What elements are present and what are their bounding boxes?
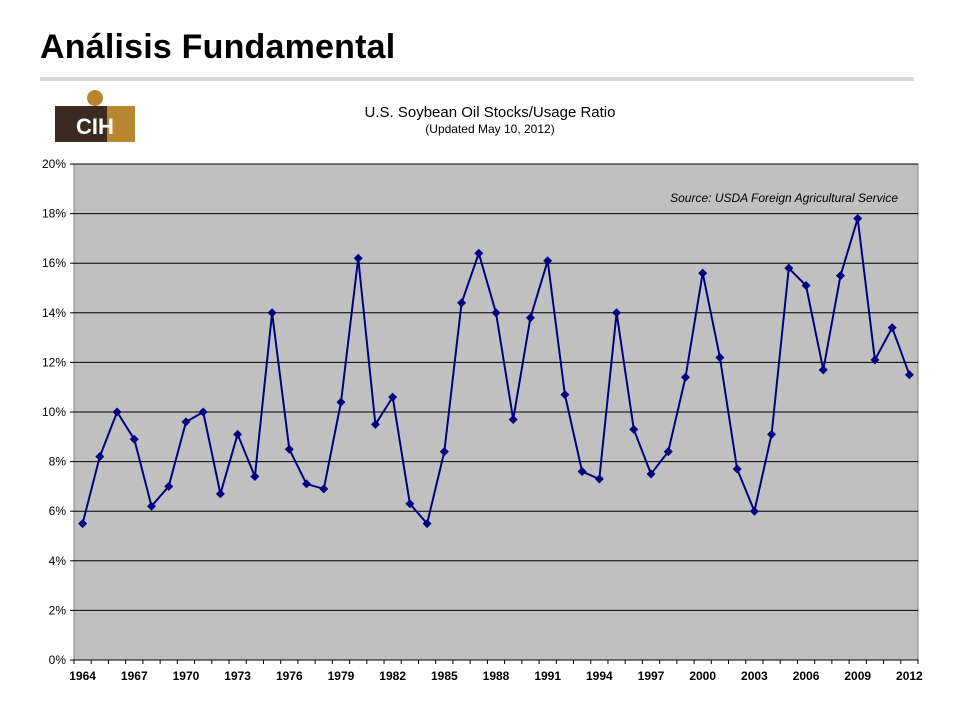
- x-tick-label: 2006: [793, 669, 820, 683]
- title-divider: [40, 77, 914, 81]
- data-point: [302, 479, 312, 489]
- data-point: [508, 414, 518, 424]
- x-tick-label: 1988: [483, 669, 510, 683]
- data-point: [853, 214, 863, 224]
- x-axis-ticks: 1964 1967 1970 1973 1976 1979 1982 1985 1988 1991…: [69, 660, 923, 683]
- data-point: [181, 417, 191, 427]
- data-point: [525, 313, 535, 323]
- y-tick-label: 8%: [49, 455, 67, 469]
- x-tick-label: 1970: [173, 669, 200, 683]
- data-point: [353, 253, 363, 263]
- y-tick-label: 4%: [49, 554, 67, 568]
- data-point: [129, 434, 139, 444]
- data-point: [388, 392, 398, 402]
- y-axis-ticks: 0% 2% 4% 6% 8% 10% 12% 14% 16% 18% 20%: [42, 157, 74, 667]
- data-point: [887, 323, 897, 333]
- y-tick-label: 2%: [49, 603, 67, 617]
- data-point: [577, 467, 587, 477]
- data-point: [543, 256, 553, 266]
- chart-title: U.S. Soybean Oil Stocks/Usage Ratio: [364, 104, 616, 121]
- data-point: [680, 372, 690, 382]
- source-annotation: Source: USDA Foreign Agricultural Servic…: [670, 191, 898, 205]
- data-point: [267, 308, 277, 318]
- x-tick-label: 1991: [534, 669, 561, 683]
- slide-title: Análisis Fundamental: [40, 28, 396, 66]
- data-point: [698, 268, 708, 278]
- y-tick-label: 6%: [49, 504, 67, 518]
- y-tick-label: 16%: [42, 256, 66, 270]
- logo-text: CIH: [76, 114, 114, 139]
- data-point: [215, 489, 225, 499]
- data-point: [870, 355, 880, 365]
- logo-gold-block: [107, 106, 135, 142]
- y-tick-label: 0%: [49, 653, 67, 667]
- y-tick-label: 10%: [42, 405, 66, 419]
- data-point: [835, 271, 845, 281]
- data-point: [457, 298, 467, 308]
- data-point: [95, 452, 105, 462]
- data-point: [422, 519, 432, 529]
- data-point: [439, 447, 449, 457]
- data-point: [784, 263, 794, 273]
- data-point: [147, 501, 157, 511]
- y-tick-label: 20%: [42, 157, 66, 171]
- data-point: [112, 407, 122, 417]
- x-tick-label: 2009: [844, 669, 871, 683]
- data-point: [560, 390, 570, 400]
- x-tick-label: 1985: [431, 669, 458, 683]
- x-tick-label: 1964: [69, 669, 96, 683]
- data-point: [474, 248, 484, 258]
- data-point: [663, 447, 673, 457]
- x-tick-label: 1997: [638, 669, 665, 683]
- globe-icon: [87, 90, 103, 106]
- x-tick-label: 1982: [379, 669, 406, 683]
- chart-subtitle: (Updated May 10, 2012): [425, 122, 555, 136]
- data-markers: [78, 214, 914, 529]
- data-point: [250, 471, 260, 481]
- data-point: [198, 407, 208, 417]
- y-tick-label: 18%: [42, 207, 66, 221]
- data-point: [732, 464, 742, 474]
- data-point: [336, 397, 346, 407]
- data-point: [818, 365, 828, 375]
- data-point: [233, 429, 243, 439]
- data-point: [767, 429, 777, 439]
- data-point: [78, 519, 88, 529]
- x-tick-label: 1967: [121, 669, 148, 683]
- data-point: [749, 506, 759, 516]
- data-point: [801, 281, 811, 291]
- data-point: [370, 419, 380, 429]
- y-tick-label: 12%: [42, 355, 66, 369]
- x-tick-label: 2003: [741, 669, 768, 683]
- data-point: [629, 424, 639, 434]
- x-tick-label: 2000: [689, 669, 716, 683]
- x-tick-label: 1979: [328, 669, 355, 683]
- x-tick-label: 1976: [276, 669, 303, 683]
- data-point: [646, 469, 656, 479]
- data-point: [405, 499, 415, 509]
- cih-logo: CIH: [55, 88, 135, 142]
- x-tick-label: 1973: [224, 669, 251, 683]
- data-point: [612, 308, 622, 318]
- x-tick-label: 2012: [896, 669, 923, 683]
- gridlines: [74, 163, 918, 661]
- data-point: [715, 352, 725, 362]
- data-point: [164, 481, 174, 491]
- data-point: [594, 474, 604, 484]
- data-point: [491, 308, 501, 318]
- cih-logo-graphic: CIH: [55, 90, 135, 142]
- y-tick-label: 14%: [42, 306, 66, 320]
- data-point: [319, 484, 329, 494]
- x-tick-label: 1994: [586, 669, 613, 683]
- data-point: [284, 444, 294, 454]
- data-point: [904, 370, 914, 380]
